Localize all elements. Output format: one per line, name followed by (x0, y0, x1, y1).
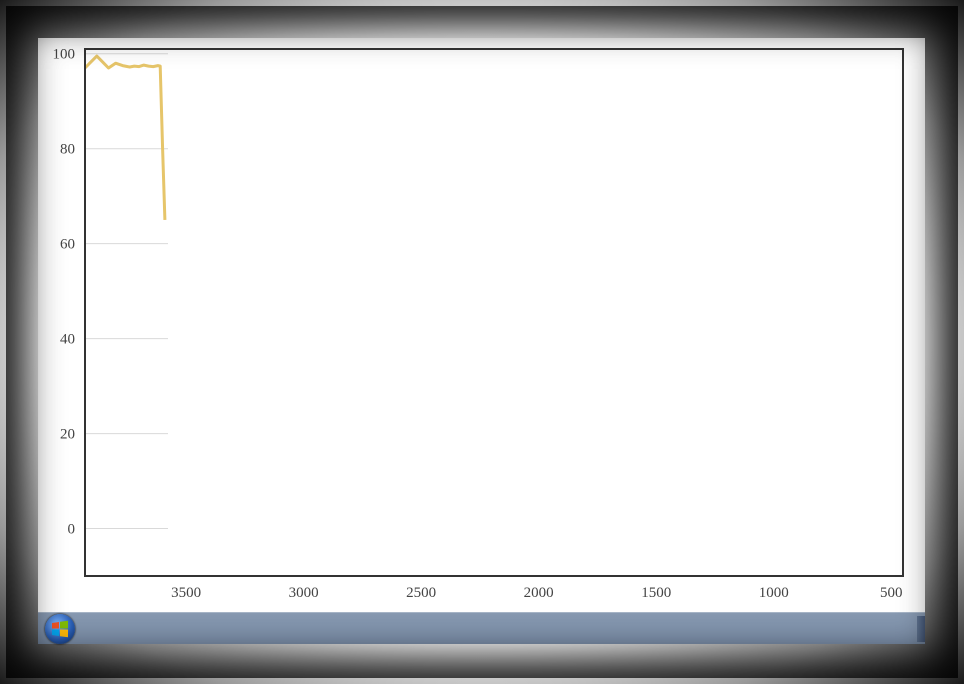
tick-labels: 0 20 40 60 80 100 3500 3000 2500 2000 1500 1000 500 (53, 47, 903, 601)
y-tick-label: 20 (60, 427, 75, 443)
x-tick-label: 2000 (524, 585, 554, 601)
taskbar-show-desktop[interactable] (917, 616, 925, 642)
series-line (83, 54, 167, 220)
grid-layer (85, 53, 168, 530)
y-tick-label: 60 (60, 237, 75, 253)
x-tick-label: 2500 (406, 585, 436, 601)
x-tick-label: 1000 (759, 585, 789, 601)
x-tick-label: 3000 (289, 585, 319, 601)
plot-area-border (84, 48, 904, 577)
x-tick-label: 500 (880, 585, 903, 601)
y-tick-label: 40 (60, 332, 75, 348)
taskbar (38, 612, 925, 644)
line-chart: 0 20 40 60 80 100 3500 3000 2500 2000 1500 1000 500 (53, 47, 904, 601)
start-button[interactable] (45, 614, 75, 644)
y-tick-label: 100 (53, 47, 76, 63)
x-tick-label: 3500 (171, 585, 201, 601)
windows-logo-icon (52, 620, 68, 638)
y-tick-label: 80 (60, 142, 75, 158)
chart-window: 0 20 40 60 80 100 3500 3000 2500 2000 1500 1000 500 (38, 38, 925, 612)
y-tick-label: 0 (68, 522, 76, 538)
series-layer (83, 54, 167, 220)
x-tick-label: 1500 (641, 585, 671, 601)
